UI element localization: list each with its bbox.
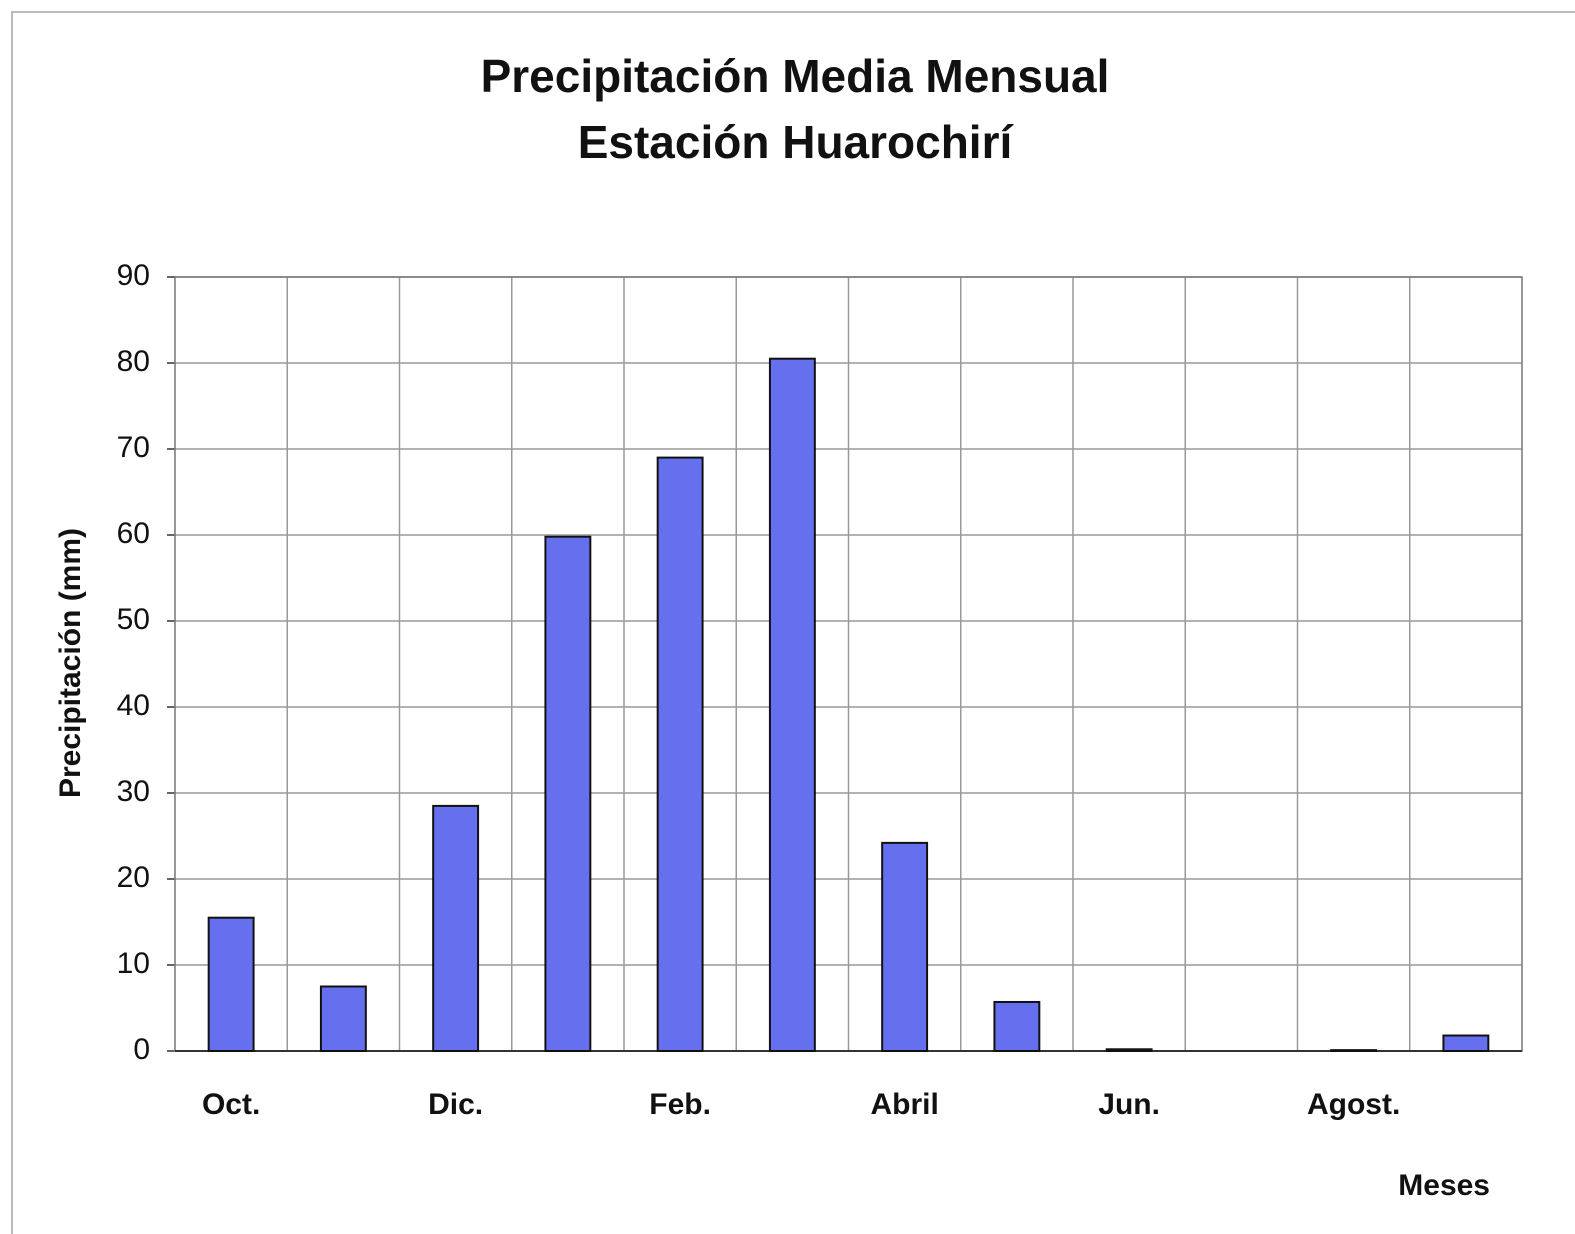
y-tick-label: 70	[117, 431, 150, 464]
y-tick-label: 50	[117, 603, 150, 636]
y-tick-label: 80	[117, 345, 150, 378]
y-axis-label: Precipitación (mm)	[54, 528, 87, 798]
chart-title: Precipitación Media Mensual	[481, 50, 1110, 102]
y-tick-label: 10	[117, 947, 150, 980]
y-tick-label: 40	[117, 689, 150, 722]
bar	[656, 456, 704, 1053]
x-tick-label: Oct.	[202, 1088, 260, 1121]
x-tick-label: Jun.	[1098, 1088, 1160, 1121]
x-tick-label: Abril	[870, 1088, 938, 1121]
y-tick-label: 0	[133, 1033, 150, 1066]
bar	[1105, 1048, 1153, 1053]
bar	[207, 916, 255, 1053]
bar	[881, 841, 929, 1052]
x-tick-label: Feb.	[649, 1088, 711, 1121]
bar	[544, 535, 592, 1052]
bar	[1442, 1034, 1490, 1053]
x-axis-label: Meses	[1398, 1169, 1490, 1202]
y-tick-label: 90	[117, 259, 150, 292]
bar	[432, 804, 480, 1053]
bar	[1330, 1049, 1378, 1053]
x-tick-label: Dic.	[428, 1088, 483, 1121]
y-tick-label: 20	[117, 861, 150, 894]
y-tick-label: 30	[117, 775, 150, 808]
bar	[993, 1000, 1041, 1052]
y-tick-label: 60	[117, 517, 150, 550]
bar	[319, 985, 367, 1052]
chart-subtitle: Estación Huarochirí	[578, 116, 1015, 168]
x-tick-label: Agost.	[1307, 1088, 1400, 1121]
frame	[11, 11, 1575, 1234]
bar	[768, 357, 816, 1052]
